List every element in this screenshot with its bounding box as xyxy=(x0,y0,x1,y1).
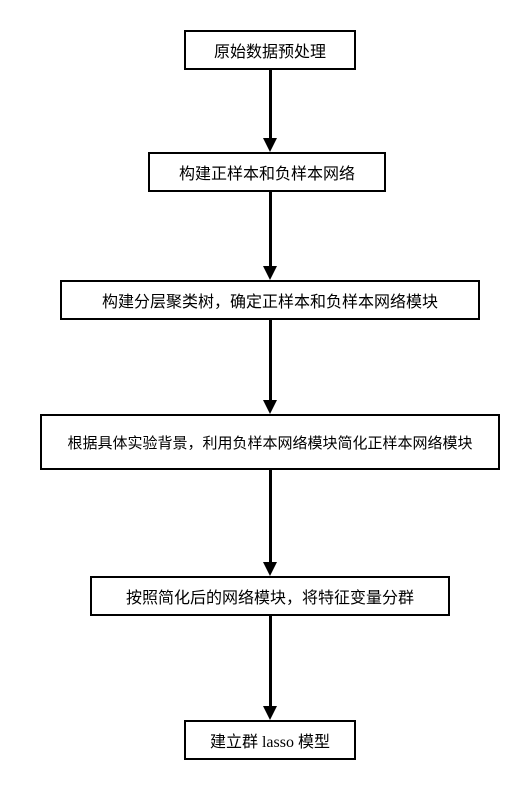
arrow-head-icon xyxy=(263,138,277,152)
node-label: 按照简化后的网络模块，将特征变量分群 xyxy=(126,584,414,608)
node-label: 建立群 lasso 模型 xyxy=(210,728,330,752)
arrow-head-icon xyxy=(263,706,277,720)
flowchart-node: 按照简化后的网络模块，将特征变量分群 xyxy=(90,576,450,616)
arrow-line xyxy=(269,616,272,706)
arrow-head-icon xyxy=(263,266,277,280)
node-label: 根据具体实验背景，利用负样本网络模块简化正样本网络模块 xyxy=(67,432,472,453)
node-label: 构建正样本和负样本网络 xyxy=(179,160,355,184)
flowchart-container: 原始数据预处理 构建正样本和负样本网络 构建分层聚类树，确定正样本和负样本网络模… xyxy=(0,0,531,802)
arrow-line xyxy=(269,470,272,562)
arrow-line xyxy=(269,320,272,400)
flowchart-node: 原始数据预处理 xyxy=(184,30,356,70)
arrow-line xyxy=(269,70,272,138)
flowchart-node: 构建分层聚类树，确定正样本和负样本网络模块 xyxy=(60,280,480,320)
flowchart-node: 根据具体实验背景，利用负样本网络模块简化正样本网络模块 xyxy=(40,414,500,470)
arrow-head-icon xyxy=(263,562,277,576)
flowchart-node: 建立群 lasso 模型 xyxy=(184,720,356,760)
node-label: 构建分层聚类树，确定正样本和负样本网络模块 xyxy=(102,288,438,312)
flowchart-node: 构建正样本和负样本网络 xyxy=(148,152,386,192)
arrow-head-icon xyxy=(263,400,277,414)
node-label: 原始数据预处理 xyxy=(214,38,326,62)
arrow-line xyxy=(269,192,272,266)
